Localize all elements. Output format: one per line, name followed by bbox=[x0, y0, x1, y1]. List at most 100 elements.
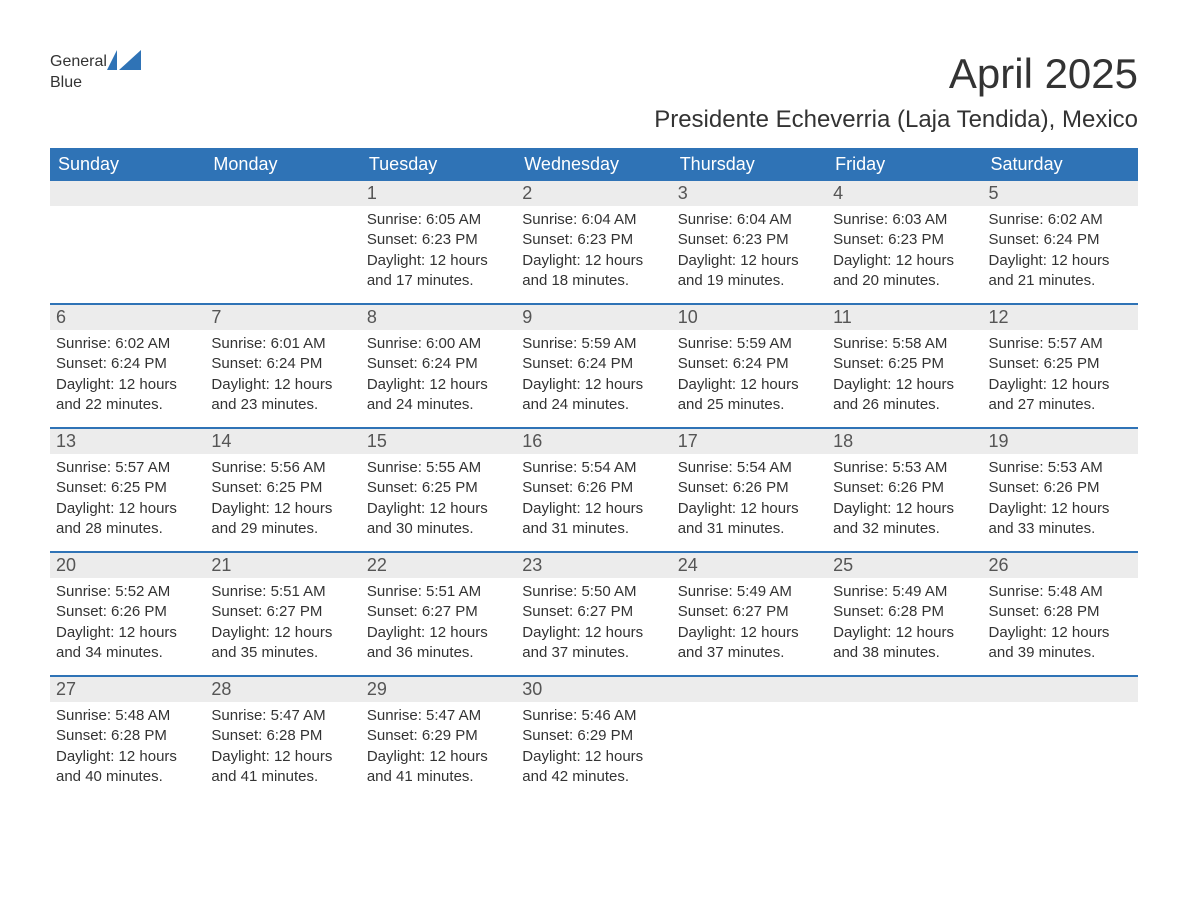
day-content-cell: Sunrise: 6:01 AMSunset: 6:24 PMDaylight:… bbox=[205, 330, 360, 428]
daylight-label: Daylight: bbox=[522, 252, 585, 269]
weekday-header: Sunday bbox=[50, 148, 205, 181]
day-number-cell: 14 bbox=[205, 428, 360, 454]
sunset-label: Sunset: bbox=[522, 603, 577, 620]
sunset-label: Sunset: bbox=[522, 231, 577, 248]
day-number-cell: 7 bbox=[205, 304, 360, 330]
daylight-label: Daylight: bbox=[678, 500, 741, 517]
daylight-label: Daylight: bbox=[833, 624, 896, 641]
sunrise-value: 5:54 AM bbox=[737, 459, 792, 476]
weekday-header: Monday bbox=[205, 148, 360, 181]
sunset-label: Sunset: bbox=[211, 355, 266, 372]
day-content-cell: Sunrise: 5:53 AMSunset: 6:26 PMDaylight:… bbox=[983, 454, 1138, 552]
sunrise-value: 5:50 AM bbox=[581, 583, 636, 600]
sunset-value: 6:23 PM bbox=[577, 231, 633, 248]
sunset-value: 6:23 PM bbox=[422, 231, 478, 248]
day-number-cell: 22 bbox=[361, 552, 516, 578]
day-content-row: Sunrise: 5:48 AMSunset: 6:28 PMDaylight:… bbox=[50, 702, 1138, 800]
sunrise-value: 5:49 AM bbox=[737, 583, 792, 600]
daylight-label: Daylight: bbox=[522, 748, 585, 765]
sunrise-value: 5:51 AM bbox=[426, 583, 481, 600]
weekday-header: Saturday bbox=[983, 148, 1138, 181]
sunrise-value: 5:57 AM bbox=[1048, 335, 1103, 352]
day-number-cell: 8 bbox=[361, 304, 516, 330]
sunrise-value: 6:02 AM bbox=[1048, 211, 1103, 228]
sunset-value: 6:27 PM bbox=[422, 603, 478, 620]
day-content-cell: Sunrise: 5:56 AMSunset: 6:25 PMDaylight:… bbox=[205, 454, 360, 552]
page-header: General Blue April 2025 bbox=[50, 50, 1138, 98]
daylight-label: Daylight: bbox=[367, 376, 430, 393]
daylight-label: Daylight: bbox=[989, 500, 1052, 517]
sunrise-value: 5:59 AM bbox=[581, 335, 636, 352]
day-number-cell: 13 bbox=[50, 428, 205, 454]
sunset-label: Sunset: bbox=[211, 479, 266, 496]
weekday-header: Thursday bbox=[672, 148, 827, 181]
sunset-value: 6:27 PM bbox=[733, 603, 789, 620]
daylight-label: Daylight: bbox=[367, 500, 430, 517]
day-number-cell: 24 bbox=[672, 552, 827, 578]
day-content-cell: Sunrise: 5:51 AMSunset: 6:27 PMDaylight:… bbox=[361, 578, 516, 676]
sunrise-label: Sunrise: bbox=[678, 583, 737, 600]
weekday-header: Tuesday bbox=[361, 148, 516, 181]
sunrise-value: 5:59 AM bbox=[737, 335, 792, 352]
day-content-cell: Sunrise: 5:58 AMSunset: 6:25 PMDaylight:… bbox=[827, 330, 982, 428]
day-content-cell bbox=[205, 206, 360, 304]
sunrise-label: Sunrise: bbox=[522, 459, 581, 476]
brand-logo: General Blue bbox=[50, 50, 141, 92]
sunset-value: 6:24 PM bbox=[577, 355, 633, 372]
day-content-cell: Sunrise: 5:51 AMSunset: 6:27 PMDaylight:… bbox=[205, 578, 360, 676]
sunrise-value: 5:53 AM bbox=[1048, 459, 1103, 476]
day-content-cell: Sunrise: 5:52 AMSunset: 6:26 PMDaylight:… bbox=[50, 578, 205, 676]
daylight-label: Daylight: bbox=[211, 500, 274, 517]
sunset-label: Sunset: bbox=[367, 727, 422, 744]
sunset-label: Sunset: bbox=[522, 479, 577, 496]
sunrise-value: 5:48 AM bbox=[1048, 583, 1103, 600]
sunrise-label: Sunrise: bbox=[833, 335, 892, 352]
sunset-value: 6:29 PM bbox=[577, 727, 633, 744]
sunrise-value: 5:52 AM bbox=[115, 583, 170, 600]
sunset-label: Sunset: bbox=[833, 231, 888, 248]
sunrise-label: Sunrise: bbox=[211, 583, 270, 600]
sunrise-label: Sunrise: bbox=[367, 335, 426, 352]
day-content-cell: Sunrise: 5:54 AMSunset: 6:26 PMDaylight:… bbox=[516, 454, 671, 552]
sunrise-label: Sunrise: bbox=[833, 211, 892, 228]
day-content-cell bbox=[672, 702, 827, 800]
daylight-label: Daylight: bbox=[56, 500, 119, 517]
sunrise-value: 6:04 AM bbox=[737, 211, 792, 228]
day-content-cell: Sunrise: 5:57 AMSunset: 6:25 PMDaylight:… bbox=[983, 330, 1138, 428]
daylight-label: Daylight: bbox=[367, 624, 430, 641]
day-content-cell: Sunrise: 5:49 AMSunset: 6:28 PMDaylight:… bbox=[827, 578, 982, 676]
daylight-label: Daylight: bbox=[211, 376, 274, 393]
daylight-label: Daylight: bbox=[211, 748, 274, 765]
day-content-cell bbox=[827, 702, 982, 800]
day-number-cell: 23 bbox=[516, 552, 671, 578]
day-number-cell: 17 bbox=[672, 428, 827, 454]
daylight-label: Daylight: bbox=[367, 748, 430, 765]
day-content-row: Sunrise: 6:05 AM Sunset: 6:23 PM Daylight:… bbox=[50, 206, 1138, 304]
sunrise-label: Sunrise: bbox=[367, 459, 426, 476]
sunrise-label: Sunrise: bbox=[989, 583, 1048, 600]
sunrise-value: 6:05 AM bbox=[426, 211, 481, 228]
sunset-label: Sunset: bbox=[989, 355, 1044, 372]
day-content-cell bbox=[50, 206, 205, 304]
sunrise-label: Sunrise: bbox=[833, 459, 892, 476]
day-number-cell: 6 bbox=[50, 304, 205, 330]
sunset-label: Sunset: bbox=[367, 603, 422, 620]
sunrise-label: Sunrise: bbox=[211, 459, 270, 476]
sunrise-label: Sunrise: bbox=[522, 335, 581, 352]
sunset-label: Sunset: bbox=[522, 727, 577, 744]
daylight-label: Daylight: bbox=[833, 376, 896, 393]
sunset-value: 6:23 PM bbox=[888, 231, 944, 248]
sunset-value: 6:28 PM bbox=[266, 727, 322, 744]
logo-word1: General bbox=[50, 53, 107, 71]
day-content-cell: Sunrise: 6:03 AMSunset: 6:23 PMDaylight:… bbox=[827, 206, 982, 304]
sunrise-value: 6:00 AM bbox=[426, 335, 481, 352]
sunrise-label: Sunrise: bbox=[522, 707, 581, 724]
day-number-cell: 25 bbox=[827, 552, 982, 578]
sunset-label: Sunset: bbox=[678, 231, 733, 248]
sunset-value: 6:28 PM bbox=[1044, 603, 1100, 620]
sunset-label: Sunset: bbox=[56, 479, 111, 496]
daylight-label: Daylight: bbox=[678, 252, 741, 269]
sunrise-label: Sunrise: bbox=[367, 211, 426, 228]
sunset-label: Sunset: bbox=[833, 355, 888, 372]
day-number-cell: 4 bbox=[827, 181, 982, 206]
